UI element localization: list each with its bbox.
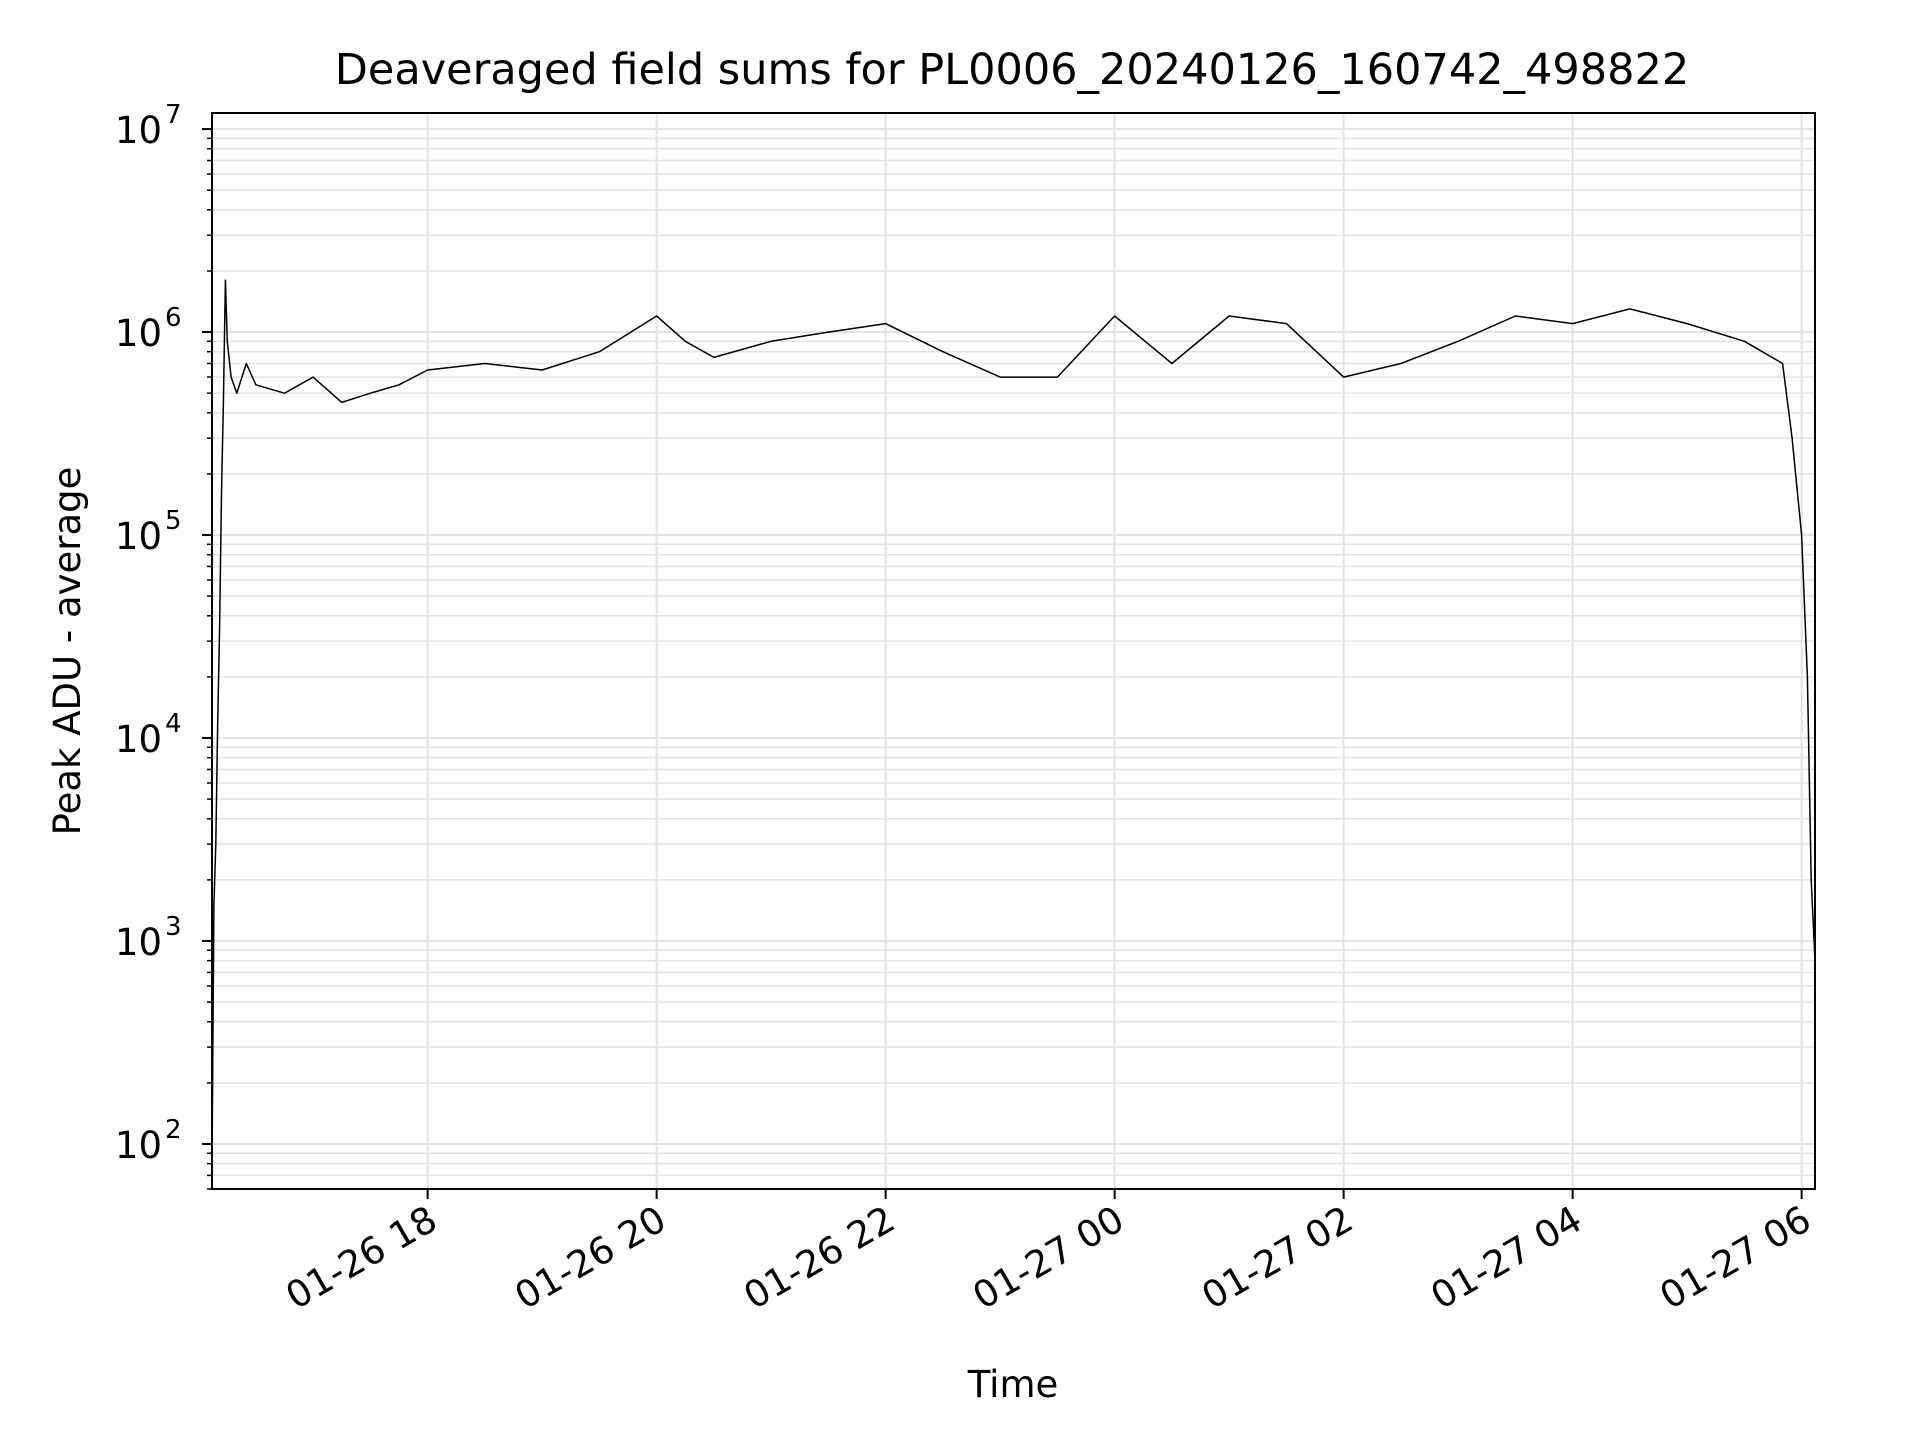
y-tick-label: 10 (115, 515, 162, 558)
y-tick-exponent: 4 (165, 709, 182, 739)
y-tick-exponent: 2 (165, 1115, 182, 1145)
y-axis-label: Peak ADU - average (46, 467, 89, 836)
y-tick-label: 10 (115, 109, 162, 152)
y-tick-label: 10 (115, 312, 162, 355)
chart-title: Deaveraged field sums for PL0006_2024012… (335, 45, 1689, 95)
y-tick-label: 10 (115, 718, 162, 761)
y-tick-exponent: 5 (165, 506, 182, 536)
plot-frame (211, 112, 1816, 1190)
y-tick-exponent: 7 (165, 100, 182, 130)
y-tick-label: 10 (115, 1124, 162, 1167)
y-tick-exponent: 3 (165, 912, 182, 942)
y-tick-label: 10 (115, 921, 162, 964)
series-line (211, 279, 1816, 1164)
grid-layer (212, 113, 1815, 1190)
x-axis-label: Time (967, 1363, 1059, 1406)
series-layer (211, 279, 1816, 1164)
y-tick-exponent: 6 (165, 303, 182, 333)
